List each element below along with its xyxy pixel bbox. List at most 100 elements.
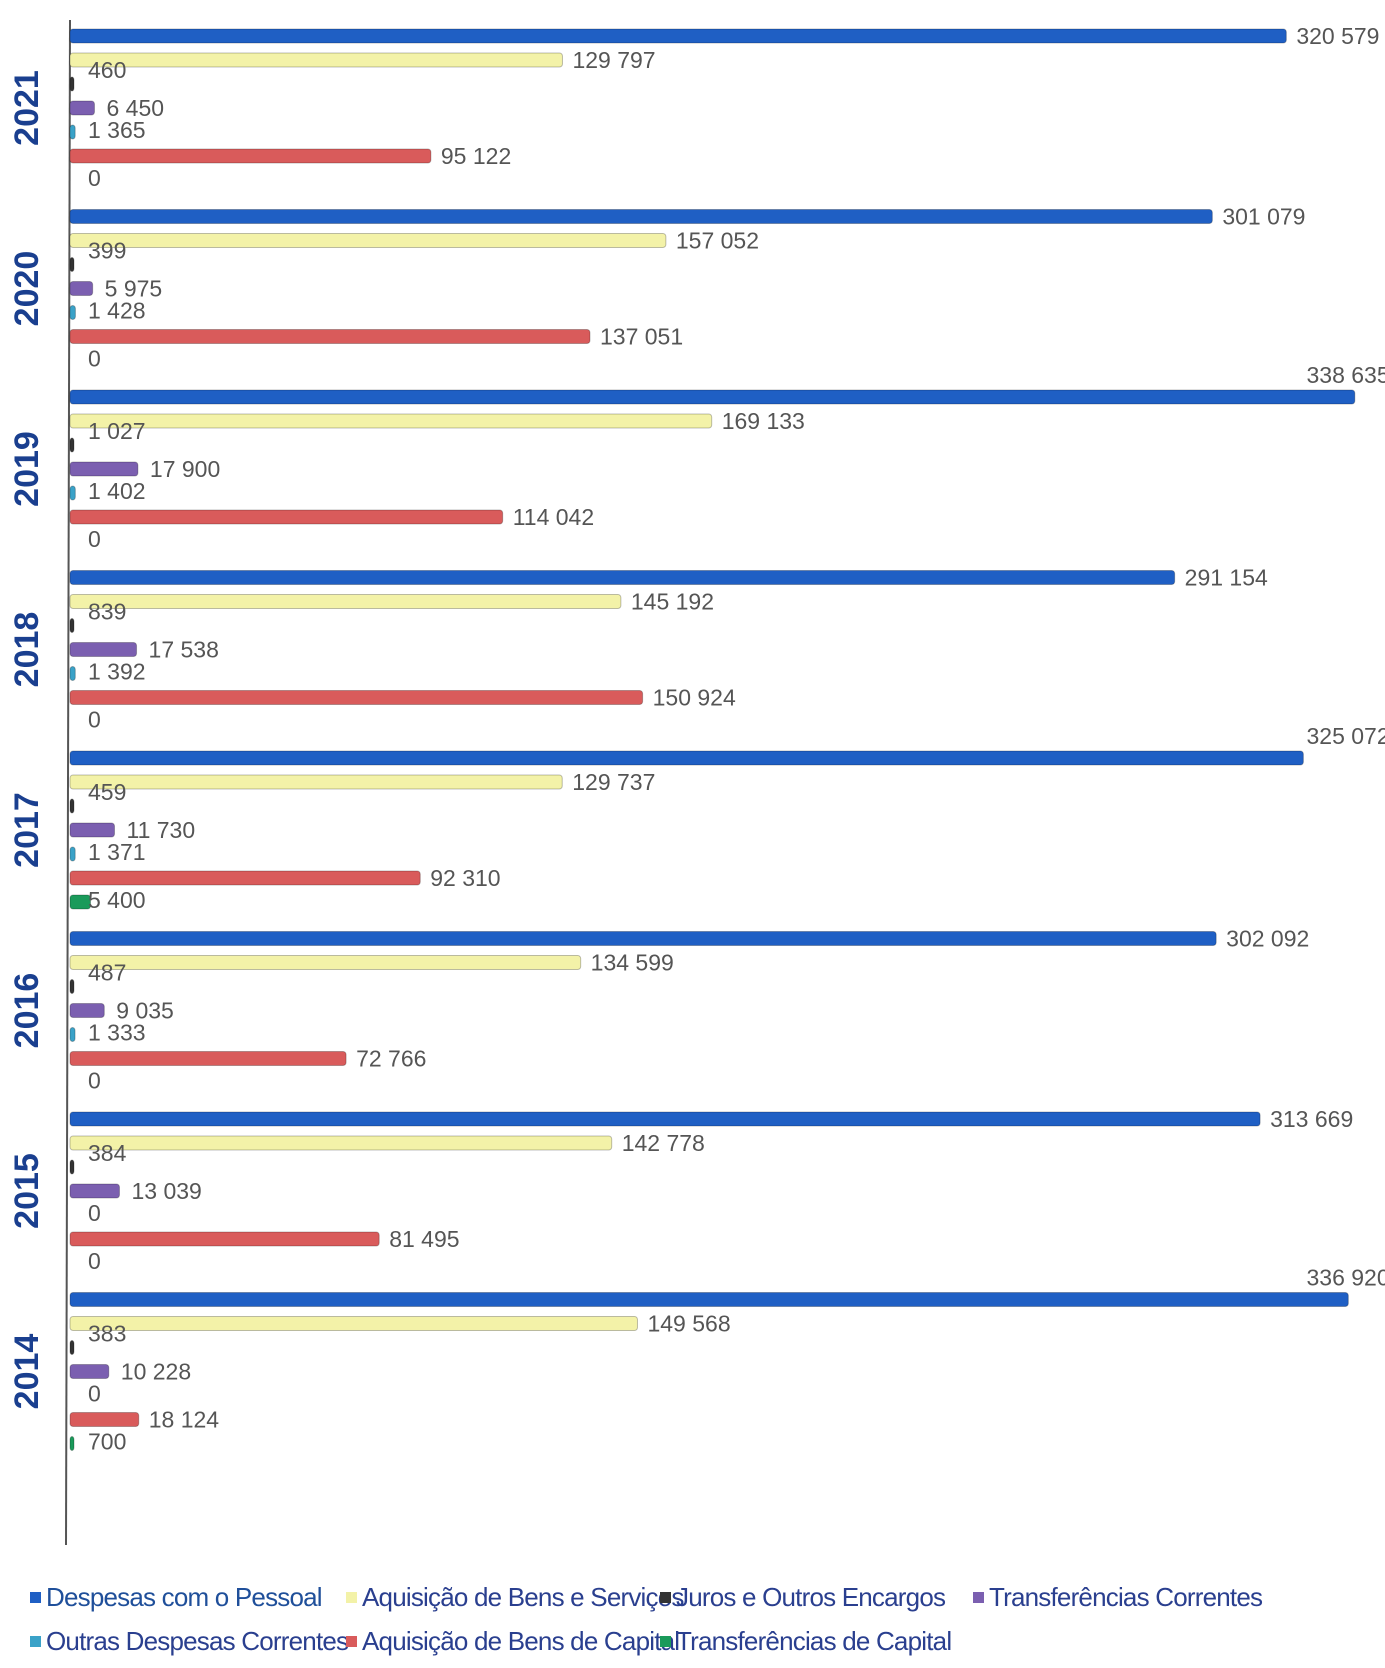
value-label-2015-6: 0: [88, 1248, 101, 1274]
legend-item-0: Despesas com o Pessoal: [30, 1582, 323, 1613]
value-label-2020-6: 0: [88, 346, 101, 372]
value-label-2019-6: 0: [88, 526, 101, 552]
value-label-2018-1: 145 192: [631, 589, 714, 615]
value-label-2016-2: 487: [88, 960, 126, 986]
legend-label-3: Transferências Correntes: [989, 1582, 1263, 1612]
bar-2015-3: [69, 1183, 120, 1199]
bar-2019-5: [69, 509, 504, 525]
value-label-2019-0: 338 635: [1307, 362, 1385, 388]
value-label-2014-3: 10 228: [121, 1359, 191, 1385]
year-label-2018: 2018: [8, 612, 46, 688]
value-label-2017-3: 11 730: [127, 817, 196, 843]
legend-swatch-2: [660, 1592, 671, 1603]
legend-label-5: Aquisição de Bens de Capital: [362, 1626, 680, 1656]
legend-item-4: Outras Despesas Correntes: [30, 1626, 349, 1657]
bar-2018-1: [69, 594, 622, 609]
bar-2020-2: [69, 257, 75, 272]
value-label-2016-3: 9 035: [116, 998, 174, 1024]
bar-2015-0: [69, 1111, 1261, 1127]
value-label-2021-1: 129 797: [572, 47, 655, 73]
value-label-2020-2: 399: [88, 238, 126, 264]
value-label-2019-5: 114 042: [513, 504, 594, 530]
legend-item-1: Aquisição de Bens e Serviços: [346, 1582, 684, 1613]
bar-2017-0: [69, 750, 1304, 766]
bar-2019-1: [69, 413, 713, 429]
year-label-2014: 2014: [8, 1334, 46, 1410]
bar-2017-4: [69, 846, 76, 862]
legend-swatch-6: [660, 1636, 671, 1647]
value-label-2017-2: 459: [88, 779, 126, 805]
value-label-2018-3: 17 538: [149, 637, 219, 663]
bar-2015-1: [69, 1135, 613, 1151]
bar-2020-5: [69, 329, 591, 344]
bar-2016-5: [69, 1051, 347, 1066]
bar-2016-3: [69, 1003, 105, 1018]
bar-2015-5: [69, 1231, 380, 1247]
legend-item-3: Transferências Correntes: [973, 1582, 1263, 1613]
value-label-2021-3: 6 450: [106, 95, 164, 121]
bar-2020-3: [69, 281, 94, 296]
value-label-2020-5: 137 051: [600, 324, 683, 350]
value-label-2015-3: 13 039: [131, 1178, 201, 1204]
bar-2018-2: [69, 618, 75, 633]
value-label-2014-0: 336 920: [1307, 1265, 1385, 1291]
bar-2015-2: [69, 1159, 75, 1175]
value-label-2014-1: 149 568: [647, 1311, 730, 1337]
value-label-2020-1: 157 052: [676, 228, 759, 254]
bar-2021-5: [69, 148, 432, 164]
legend-swatch-4: [30, 1636, 41, 1647]
bar-2016-1: [69, 955, 582, 970]
legend-item-5: Aquisição de Bens de Capital: [346, 1626, 680, 1657]
legend-swatch-0: [30, 1592, 41, 1603]
value-label-2014-2: 383: [88, 1321, 126, 1347]
value-label-2015-4: 0: [88, 1200, 101, 1226]
bar-2021-3: [69, 100, 95, 116]
bar-2014-0: [69, 1292, 1349, 1307]
bar-2021-4: [69, 124, 76, 140]
legend-label-1: Aquisição de Bens e Serviços: [362, 1582, 684, 1612]
value-label-2015-0: 313 669: [1270, 1106, 1353, 1132]
bar-2020-1: [69, 233, 667, 248]
value-label-2021-0: 320 579: [1296, 23, 1379, 49]
bar-2020-0: [69, 209, 1213, 224]
value-label-2018-2: 839: [88, 599, 126, 625]
value-label-2014-6: 700: [88, 1429, 126, 1455]
value-label-2017-0: 325 072: [1307, 723, 1385, 749]
value-label-2018-0: 291 154: [1185, 565, 1268, 591]
legend-label-0: Despesas com o Pessoal: [46, 1582, 323, 1612]
value-label-2017-1: 129 737: [572, 769, 655, 795]
bar-2016-4: [69, 1027, 76, 1042]
value-label-2020-0: 301 079: [1222, 204, 1305, 230]
value-label-2016-1: 134 599: [591, 950, 674, 976]
legend-label-6: Transferências de Capital: [676, 1626, 952, 1656]
bar-2014-1: [69, 1316, 638, 1331]
bar-2021-1: [69, 52, 563, 68]
value-label-2018-4: 1 392: [88, 659, 146, 685]
legend-swatch-3: [973, 1592, 984, 1603]
value-label-2017-4: 1 371: [88, 839, 146, 865]
year-label-2015: 2015: [8, 1153, 46, 1229]
bar-2017-1: [69, 774, 563, 790]
bar-2017-2: [69, 798, 75, 814]
bar-2021-0: [69, 28, 1287, 44]
bar-2016-2: [69, 979, 75, 994]
value-label-2019-4: 1 402: [88, 478, 146, 504]
legend-label-2: Juros e Outros Encargos: [676, 1582, 946, 1612]
value-label-2016-4: 1 333: [88, 1020, 146, 1046]
value-label-2020-4: 1 428: [88, 298, 146, 324]
legend-item-6: Transferências de Capital: [660, 1626, 952, 1657]
year-label-2020: 2020: [8, 251, 46, 327]
year-label-2019: 2019: [8, 431, 46, 507]
category-axis-line: [65, 19, 71, 1546]
legend-swatch-5: [346, 1636, 357, 1647]
value-label-2014-5: 18 124: [149, 1407, 220, 1433]
value-label-2017-5: 92 310: [430, 865, 500, 891]
bar-2017-3: [69, 822, 116, 838]
bar-2018-4: [69, 666, 76, 681]
value-label-2016-5: 72 766: [356, 1046, 426, 1072]
value-label-2018-5: 150 924: [653, 685, 736, 711]
bar-2017-6: [69, 894, 91, 910]
bar-2019-0: [69, 389, 1356, 405]
bar-2021-2: [69, 76, 75, 92]
